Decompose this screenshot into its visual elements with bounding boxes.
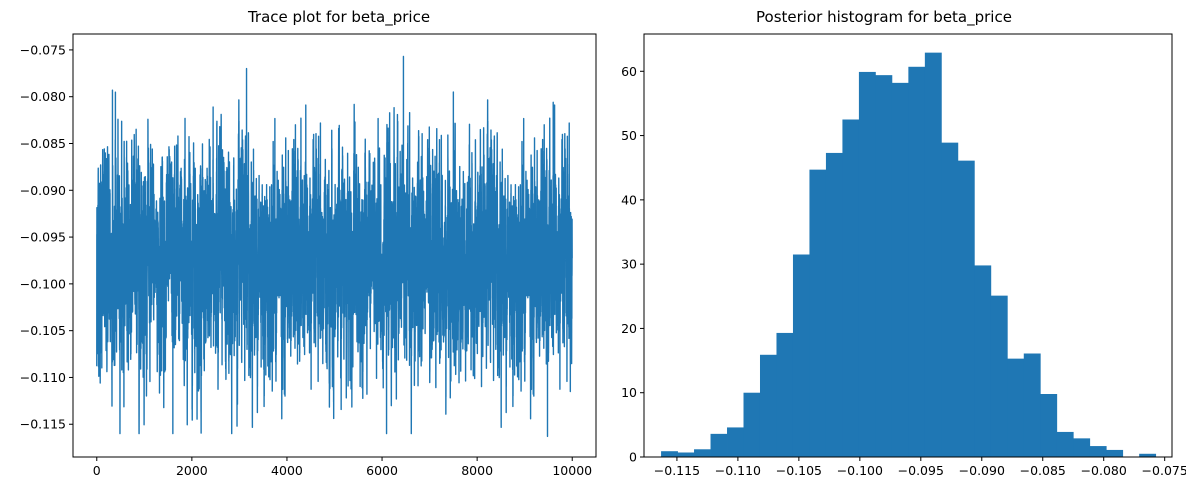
histogram-bar bbox=[809, 169, 827, 457]
x-tick-label: 0 bbox=[93, 463, 101, 478]
x-tick-label: −0.090 bbox=[959, 463, 1005, 478]
histogram-bars bbox=[661, 52, 1157, 458]
histogram-bar bbox=[776, 332, 794, 457]
trace-series bbox=[96, 55, 573, 438]
histogram-bar bbox=[1106, 449, 1124, 457]
x-tick-label: −0.080 bbox=[1081, 463, 1127, 478]
y-tick-label: −0.090 bbox=[20, 183, 66, 198]
trace-x-axis: 0 2000 4000 6000 8000 10000 bbox=[93, 457, 592, 478]
y-tick-label: 50 bbox=[621, 128, 637, 143]
histogram-bar bbox=[941, 142, 959, 457]
y-tick-label: −0.110 bbox=[20, 370, 66, 385]
histogram-bar bbox=[908, 66, 926, 458]
x-tick-label: −0.105 bbox=[776, 463, 822, 478]
y-tick-label: 30 bbox=[621, 257, 637, 272]
histogram-bar bbox=[1040, 394, 1058, 457]
histogram-axes bbox=[643, 33, 1173, 458]
histogram-bar bbox=[727, 427, 744, 457]
x-tick-label: −0.110 bbox=[715, 463, 761, 478]
histogram-bar bbox=[1056, 431, 1074, 457]
x-tick-label: −0.115 bbox=[654, 463, 700, 478]
histogram-bar bbox=[1139, 453, 1157, 457]
histogram-bar bbox=[792, 254, 810, 457]
histogram-bar bbox=[891, 82, 909, 457]
y-tick-label: 10 bbox=[621, 385, 637, 400]
histogram-bar bbox=[1007, 358, 1025, 457]
trace-plot-title: Trace plot for beta_price bbox=[247, 8, 430, 27]
histogram-panel: Posterior histogram for beta_price −0.11… bbox=[621, 8, 1186, 478]
y-tick-label: 20 bbox=[621, 321, 637, 336]
histogram-bar bbox=[1023, 353, 1041, 457]
x-tick-label: 4000 bbox=[271, 463, 303, 478]
y-tick-label: −0.115 bbox=[20, 417, 66, 432]
histogram-bar bbox=[1073, 438, 1091, 457]
y-tick-label: −0.100 bbox=[20, 276, 66, 291]
y-tick-label: −0.080 bbox=[20, 89, 66, 104]
histogram-bar bbox=[743, 392, 761, 457]
histogram-bar bbox=[710, 433, 728, 457]
x-tick-label: 10000 bbox=[552, 463, 592, 478]
x-tick-label: 6000 bbox=[366, 463, 398, 478]
histogram-bar bbox=[1089, 446, 1107, 457]
trace-plot-axes bbox=[72, 33, 597, 458]
histogram-x-axis: −0.115 −0.110 −0.105 −0.100 −0.095 −0.090 −0.0… bbox=[654, 457, 1186, 478]
y-tick-label: −0.095 bbox=[20, 230, 66, 245]
trace-line bbox=[96, 55, 573, 438]
y-tick-label: 0 bbox=[629, 450, 637, 465]
histogram-bar bbox=[924, 52, 942, 458]
histogram-title: Posterior histogram for beta_price bbox=[756, 8, 1012, 27]
x-tick-label: −0.100 bbox=[837, 463, 883, 478]
y-tick-label: −0.075 bbox=[20, 42, 66, 57]
x-tick-label: −0.075 bbox=[1142, 463, 1186, 478]
histogram-y-axis: 0 10 20 30 40 50 60 bbox=[621, 64, 644, 465]
x-tick-label: −0.085 bbox=[1020, 463, 1066, 478]
histogram-bar bbox=[694, 449, 711, 457]
y-tick-label: 40 bbox=[621, 192, 637, 207]
histogram-bar bbox=[990, 295, 1008, 457]
trace-y-axis: −0.115 −0.110 −0.105 −0.100 −0.095 −0.090 −0.0… bbox=[20, 42, 73, 432]
y-tick-label: −0.085 bbox=[20, 136, 66, 151]
trace-plot-panel: Trace plot for beta_price 0 2000 4000 6000 8… bbox=[20, 8, 597, 478]
y-tick-label: −0.105 bbox=[20, 323, 66, 338]
histogram-bar bbox=[825, 152, 843, 457]
histogram-bar bbox=[661, 451, 678, 457]
x-tick-label: −0.095 bbox=[898, 463, 944, 478]
x-tick-label: 8000 bbox=[461, 463, 493, 478]
histogram-bar bbox=[974, 265, 992, 457]
histogram-bar bbox=[957, 160, 975, 457]
histogram-bar bbox=[875, 75, 893, 458]
y-tick-label: 60 bbox=[621, 64, 637, 79]
histogram-bar bbox=[858, 71, 876, 457]
histogram-bar bbox=[677, 452, 695, 457]
histogram-bar bbox=[759, 354, 777, 457]
x-tick-label: 2000 bbox=[176, 463, 208, 478]
histogram-bar bbox=[842, 119, 860, 457]
